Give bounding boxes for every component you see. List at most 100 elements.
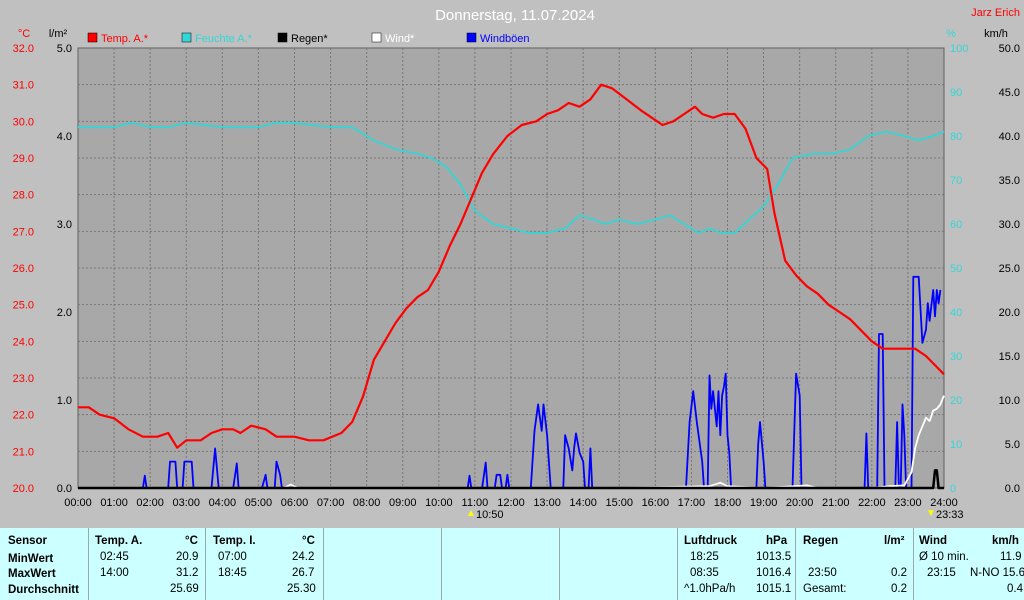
- time-tick-label: 01:00: [100, 497, 128, 509]
- temp-tick-label: 25.0: [13, 300, 34, 312]
- rain-unit-label: l/m²: [49, 28, 68, 40]
- time-tick-label: 21:00: [822, 497, 850, 509]
- pressure-trend-value: 1015.1: [756, 583, 792, 595]
- temp-tick-label: 32.0: [13, 43, 34, 55]
- humidity-tick-label: 40: [950, 307, 962, 319]
- temp-axis: 32.0 31.0 30.0 29.0 28.0 27.0 26.0 25.0 24.0 23.0…: [13, 43, 34, 495]
- rain-unit: l/m²: [884, 535, 905, 547]
- weather-chart: Donnerstag, 11.07.2024 Jarz Erich °C l/m…: [12, 7, 1020, 521]
- time-tick-label: 11:00: [462, 497, 489, 509]
- legend-label: Temp. A.*: [101, 33, 149, 45]
- temp-tick-label: 30.0: [13, 116, 34, 128]
- temp-unit-label: °C: [18, 28, 30, 40]
- temp-tick-label: 28.0: [13, 190, 34, 202]
- rain-max-time: 23:50: [808, 567, 837, 579]
- sun-down-icon: ▼: [926, 508, 936, 519]
- temp-a-min: 20.9: [176, 551, 199, 563]
- statistics-table: Sensor MinWert MaxWert Durchschnitt Temp…: [0, 528, 1024, 600]
- wind-tick-label: 40.0: [999, 131, 1020, 143]
- temp-i-max-time: 18:45: [218, 567, 247, 579]
- temp-i-max: 26.7: [292, 567, 315, 579]
- time-tick-label: 07:00: [317, 497, 345, 509]
- legend-swatch: [371, 32, 382, 43]
- rain-tick-label: 1.0: [57, 395, 72, 407]
- temp-tick-label: 20.0: [13, 483, 34, 495]
- wind-unit-label: km/h: [984, 28, 1008, 40]
- rain-tick-label: 0.0: [57, 483, 72, 495]
- series-feuchte-a: [78, 121, 945, 234]
- time-tick-label: 23:00: [894, 497, 922, 509]
- sunset-label: 23:33: [936, 509, 964, 521]
- wind-tick-label: 45.0: [999, 87, 1020, 99]
- wind-avg-label: Ø 10 min.: [919, 551, 969, 563]
- sun-markers: ▲ 10:50 ▼ 23:33: [466, 508, 964, 521]
- time-tick-label: 14:00: [569, 497, 597, 509]
- humidity-tick-label: 80: [950, 131, 962, 143]
- time-tick-label: 19:00: [750, 497, 778, 509]
- temp-i-min-time: 07:00: [218, 551, 247, 563]
- time-tick-label: 10:00: [425, 497, 453, 509]
- humidity-tick-label: 70: [950, 175, 962, 187]
- rain-axis: 5.0 4.0 3.0 2.0 1.0 0.0: [57, 43, 72, 495]
- legend-swatch: [181, 32, 192, 43]
- time-tick-label: 20:00: [786, 497, 814, 509]
- wind-max: N-NO 15.6: [970, 567, 1024, 579]
- wind-tick-label: 0.0: [1005, 483, 1020, 495]
- temp-i-header: Temp. I.: [213, 535, 256, 547]
- author-label: Jarz Erich: [971, 7, 1020, 19]
- rain-tick-label: 3.0: [57, 219, 72, 231]
- time-tick-label: 06:00: [281, 497, 309, 509]
- sunrise-label: 10:50: [476, 509, 504, 521]
- wind-tick-label: 25.0: [999, 263, 1020, 275]
- time-tick-label: 22:00: [858, 497, 886, 509]
- time-tick-label: 24:00: [930, 497, 958, 509]
- rain-tick-label: 2.0: [57, 307, 72, 319]
- temp-a-max-time: 14:00: [100, 567, 129, 579]
- wind-axis: 50.0 45.0 40.0 35.0 30.0 25.0 20.0 15.0 10.0 5.0 0…: [999, 43, 1020, 495]
- time-tick-label: 08:00: [353, 497, 381, 509]
- temp-a-max: 31.2: [176, 567, 199, 579]
- time-tick-label: 04:00: [209, 497, 237, 509]
- humidity-tick-label: 30: [950, 351, 962, 363]
- humidity-tick-label: 20: [950, 395, 962, 407]
- legend-swatch: [277, 32, 288, 43]
- humidity-tick-label: 100: [950, 43, 968, 55]
- row-label-sensor: Sensor: [8, 535, 47, 547]
- rain-tick-label: 5.0: [57, 43, 72, 55]
- legend-label: Regen*: [291, 33, 328, 45]
- temp-a-min-time: 02:45: [100, 551, 129, 563]
- temp-tick-label: 26.0: [13, 263, 34, 275]
- time-tick-label: 15:00: [605, 497, 633, 509]
- pressure-header: Luftdruck: [684, 535, 738, 547]
- time-tick-label: 16:00: [642, 497, 670, 509]
- wind-header: Wind: [919, 535, 947, 547]
- time-tick-label: 09:00: [389, 497, 417, 509]
- pressure-max-time: 08:35: [690, 567, 719, 579]
- time-tick-label: 17:00: [678, 497, 706, 509]
- humidity-tick-label: 0: [950, 483, 956, 495]
- sun-up-icon: ▲: [466, 508, 476, 519]
- wind-tick-label: 30.0: [999, 219, 1020, 231]
- row-label-max: MaxWert: [8, 568, 56, 580]
- legend-swatch: [466, 32, 477, 43]
- temp-i-unit: °C: [302, 535, 315, 547]
- time-axis: 00:00 01:00 02:00 03:00 04:00 05:00 06:00 07:00…: [64, 497, 958, 509]
- humidity-tick-label: 10: [950, 439, 962, 451]
- time-tick-label: 03:00: [172, 497, 200, 509]
- temp-a-unit: °C: [185, 535, 198, 547]
- row-label-avg: Durchschnitt: [8, 584, 79, 596]
- wind-tick-label: 5.0: [1005, 439, 1020, 451]
- wind-tick-label: 15.0: [999, 351, 1020, 363]
- chart-title: Donnerstag, 11.07.2024: [435, 7, 595, 24]
- humidity-tick-label: 50: [950, 263, 962, 275]
- time-tick-label: 18:00: [714, 497, 742, 509]
- temp-tick-label: 24.0: [13, 336, 34, 348]
- pressure-max: 1016.4: [756, 567, 792, 579]
- temp-tick-label: 23.0: [13, 373, 34, 385]
- temp-a-avg: 25.69: [170, 583, 199, 595]
- legend-label: Windböen: [480, 33, 530, 45]
- humidity-tick-label: 60: [950, 219, 962, 231]
- wind-avg: 11.9: [1000, 551, 1022, 563]
- wind-tick-label: 35.0: [999, 175, 1020, 187]
